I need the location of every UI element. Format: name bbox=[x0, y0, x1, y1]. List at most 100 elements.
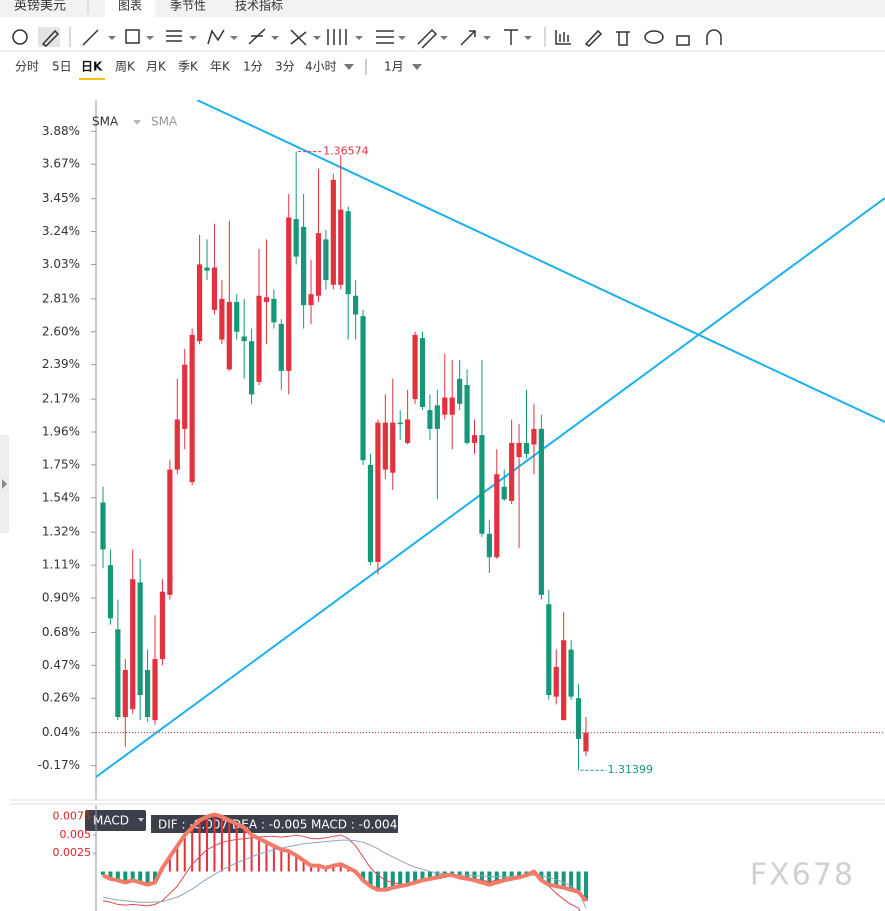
period-button[interactable]: 分时 bbox=[15, 60, 39, 74]
tab[interactable]: 图表 bbox=[118, 0, 142, 13]
candle-body bbox=[442, 397, 448, 415]
candle-body bbox=[122, 670, 128, 718]
macd-bar bbox=[561, 871, 566, 888]
macd-bar bbox=[280, 849, 283, 872]
candle-body bbox=[256, 295, 262, 382]
y-tick-label: 3.67% bbox=[42, 157, 80, 171]
tool-icon[interactable] bbox=[327, 29, 347, 45]
tool-icon[interactable] bbox=[706, 29, 722, 45]
candle-body bbox=[182, 364, 188, 429]
tool-icon[interactable] bbox=[616, 31, 630, 46]
trend-line[interactable] bbox=[196, 100, 885, 423]
tool-icon[interactable] bbox=[207, 29, 225, 45]
macd-bar bbox=[108, 871, 113, 879]
active-tab[interactable] bbox=[105, 0, 155, 17]
candle-body bbox=[412, 334, 418, 400]
period-button[interactable]: 5日 bbox=[52, 60, 72, 74]
macd-bar bbox=[375, 871, 380, 890]
candle-body bbox=[234, 302, 240, 332]
high-label: 1.36574 bbox=[323, 145, 369, 158]
macd-title[interactable]: MACD bbox=[93, 814, 129, 828]
macd-plot bbox=[101, 812, 588, 911]
candle-body bbox=[390, 422, 396, 473]
macd-bar bbox=[479, 871, 484, 883]
candle-body bbox=[271, 298, 277, 323]
tool-icon[interactable] bbox=[460, 30, 476, 46]
tool-icon[interactable] bbox=[166, 30, 182, 42]
period-button[interactable]: 季K bbox=[178, 60, 199, 74]
dropdown-arrow[interactable] bbox=[108, 36, 532, 40]
y-tick-label: 0.26% bbox=[42, 691, 80, 705]
candle-body bbox=[464, 385, 470, 443]
readout: MACD : -0.004 bbox=[311, 818, 397, 832]
macd-bar bbox=[295, 855, 298, 872]
candle-body bbox=[152, 659, 158, 721]
period-button[interactable]: 日K bbox=[81, 60, 103, 74]
candle-body bbox=[211, 267, 218, 310]
tool-icon[interactable] bbox=[504, 29, 518, 45]
macd-bar bbox=[435, 871, 440, 878]
candle-body bbox=[301, 226, 307, 306]
macd-bar bbox=[250, 834, 253, 872]
candle-body bbox=[286, 217, 292, 371]
macd-bar bbox=[509, 871, 514, 879]
tool-icon[interactable] bbox=[82, 29, 99, 46]
macd-bar bbox=[332, 865, 335, 872]
macd-bar bbox=[258, 838, 261, 872]
candle-body bbox=[174, 419, 180, 470]
macd-bar bbox=[405, 871, 410, 885]
y-tick-label: 0.68% bbox=[42, 625, 80, 639]
candle-body bbox=[449, 397, 455, 415]
tab[interactable]: 季节性 bbox=[170, 0, 206, 13]
tool-icon[interactable] bbox=[676, 35, 690, 46]
candle-body bbox=[323, 239, 329, 281]
tool-icon[interactable] bbox=[12, 29, 28, 45]
period-button[interactable]: 3分 bbox=[275, 60, 295, 74]
dropdown-arrow[interactable] bbox=[133, 120, 141, 125]
candle-body bbox=[501, 486, 507, 500]
macd-bar bbox=[220, 816, 223, 872]
macd-bar bbox=[569, 871, 574, 890]
period-button[interactable]: 年K bbox=[210, 60, 231, 74]
macd-bar bbox=[235, 824, 238, 872]
tool-icon[interactable] bbox=[584, 29, 603, 47]
tool-icon[interactable] bbox=[41, 29, 60, 47]
tool-icon[interactable] bbox=[290, 29, 307, 46]
macd-bar bbox=[138, 871, 143, 883]
candle-body bbox=[338, 209, 344, 285]
trend-line[interactable] bbox=[96, 197, 885, 778]
candle-body bbox=[546, 604, 552, 696]
tool-icon[interactable] bbox=[376, 30, 394, 44]
y-tick-label: 1.54% bbox=[42, 490, 80, 504]
dropdown-arrow[interactable] bbox=[344, 64, 422, 70]
indicator-label[interactable]: SMA bbox=[151, 115, 178, 129]
candle-body bbox=[516, 442, 522, 458]
tool-icon[interactable] bbox=[125, 29, 140, 44]
y-tick-label: 2.60% bbox=[42, 324, 80, 338]
tool-icon[interactable] bbox=[248, 28, 266, 45]
candle-body bbox=[226, 302, 232, 370]
y-tick-label: 3.24% bbox=[42, 224, 80, 238]
y-tick-label: 3.45% bbox=[42, 191, 80, 205]
candles bbox=[100, 151, 589, 771]
macd-bar bbox=[487, 871, 492, 885]
candle-body bbox=[115, 629, 121, 718]
indicator-label[interactable]: SMA bbox=[92, 115, 119, 129]
period-button[interactable]: 1分 bbox=[243, 60, 263, 74]
candle-body bbox=[159, 591, 166, 660]
y-tick-label: 1.11% bbox=[42, 558, 80, 572]
period-button[interactable]: 月K bbox=[146, 60, 167, 74]
period-button[interactable]: 4小时 bbox=[305, 60, 337, 74]
macd-bar bbox=[546, 871, 551, 885]
tab[interactable]: 技术指标 bbox=[235, 0, 283, 13]
side-arrow bbox=[2, 479, 7, 489]
tool-icon[interactable] bbox=[555, 30, 571, 45]
tool-icon[interactable] bbox=[417, 28, 438, 49]
tool-icon[interactable] bbox=[644, 30, 664, 44]
readout-box bbox=[151, 815, 398, 833]
macd-tag[interactable] bbox=[85, 810, 146, 831]
period-month[interactable]: 1月 bbox=[384, 60, 404, 74]
candle-body bbox=[315, 233, 322, 296]
period-button[interactable]: 周K bbox=[115, 60, 136, 74]
